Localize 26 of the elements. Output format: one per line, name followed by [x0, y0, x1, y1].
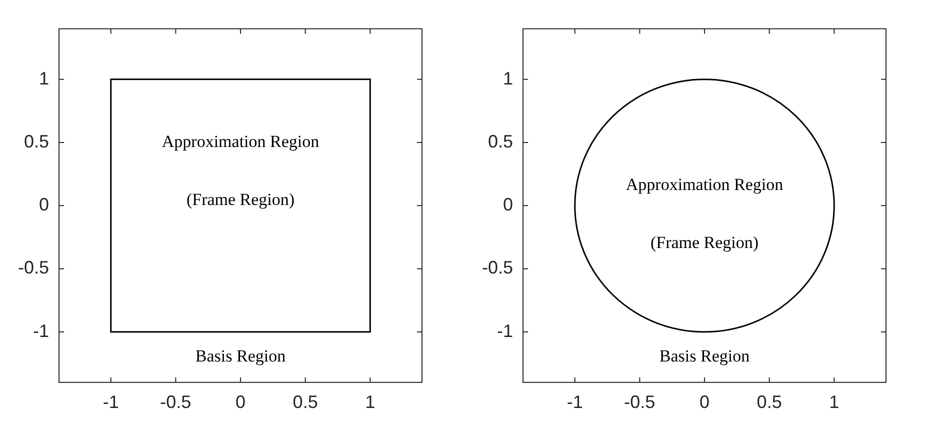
x-tick-label: 0: [700, 392, 710, 412]
y-tick-label: 1: [39, 68, 50, 88]
y-tick-label: 0.5: [24, 131, 50, 152]
x-tick-label: -1: [566, 392, 583, 412]
x-tick-label: 1: [365, 392, 376, 412]
x-tick-label: -0.5: [624, 392, 656, 412]
x-tick-label: 0.5: [756, 392, 782, 412]
x-tick-label: 0: [236, 392, 246, 412]
x-tick-label: -1: [102, 392, 119, 412]
y-tick-label: 0: [39, 194, 50, 215]
y-tick-label: 0: [503, 194, 514, 215]
x-tick-label: -0.5: [160, 392, 192, 412]
annotation: Basis Region: [659, 346, 750, 366]
x-tick-label: 1: [829, 392, 840, 412]
annotation: Approximation Region: [162, 132, 320, 151]
y-tick-label: 0.5: [488, 131, 514, 152]
y-tick-label: -0.5: [18, 258, 50, 278]
y-tick-label: 1: [503, 68, 514, 88]
annotation: (Frame Region): [650, 232, 759, 252]
y-tick-label: -1: [497, 320, 514, 341]
y-tick-label: -1: [33, 320, 50, 341]
y-tick-label: -0.5: [482, 258, 514, 278]
annotation: Basis Region: [195, 346, 286, 366]
annotation: Approximation Region: [626, 174, 784, 194]
x-tick-label: 0.5: [292, 392, 318, 412]
annotation: (Frame Region): [186, 190, 295, 210]
